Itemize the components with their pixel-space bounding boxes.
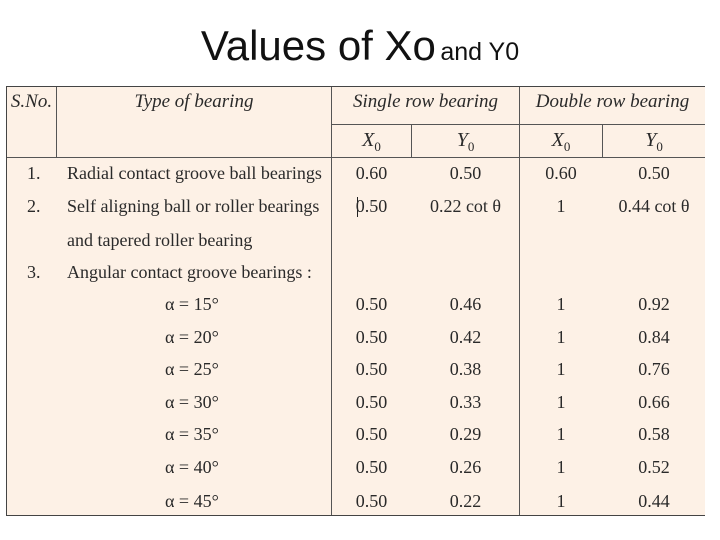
row-2-x0-double: 1 <box>556 196 566 216</box>
angle-15-y0-single: 0.46 <box>449 294 482 314</box>
angle-25-x0-double: 1 <box>556 359 566 379</box>
angle-35-x0-double: 1 <box>556 424 566 444</box>
grid-line <box>331 124 705 125</box>
row-2-y0-single: 0.22 cot θ <box>429 196 502 216</box>
text-cursor <box>357 197 358 217</box>
angle-20-y0-single: 0.42 <box>449 327 482 347</box>
angle-45-x0-double: 1 <box>556 491 566 511</box>
angle-35-x0-single: 0.50 <box>355 424 388 444</box>
angle-25-y0-double: 0.76 <box>638 359 670 379</box>
title-main: Values of Xo <box>200 22 436 69</box>
header-double-row: Double row bearing <box>535 91 690 112</box>
angle-45-label: α = 45° <box>165 491 219 511</box>
grid-line <box>56 87 57 157</box>
angle-45-y0-single: 0.22 <box>449 491 482 511</box>
angle-15-label: α = 15° <box>165 294 219 314</box>
angle-35-y0-single: 0.29 <box>449 424 482 444</box>
angle-40-y0-double: 0.52 <box>638 457 670 477</box>
row-3-type: Angular contact groove bearings : <box>67 262 312 282</box>
row-2-y0-double: 0.44 cot θ <box>618 196 690 216</box>
angle-20-label: α = 20° <box>165 327 219 347</box>
grid-line <box>519 87 520 515</box>
angle-35-label: α = 35° <box>165 424 219 444</box>
angle-30-x0-single: 0.50 <box>355 392 388 412</box>
angle-20-x0-single: 0.50 <box>355 327 388 347</box>
angle-30-x0-double: 1 <box>556 392 566 412</box>
angle-40-label: α = 40° <box>165 457 219 477</box>
angle-20-x0-double: 1 <box>556 327 566 347</box>
header-single-row: Single row bearing <box>353 91 498 112</box>
angle-40-x0-double: 1 <box>556 457 566 477</box>
header-x0-double: X0 <box>551 129 571 154</box>
slide-title: Values of Xo and Y0 <box>0 22 720 70</box>
grid-line <box>7 157 705 158</box>
header-y0-single: Y0 <box>456 129 475 154</box>
row-1-y0-double: 0.50 <box>638 163 670 183</box>
angle-15-x0-double: 1 <box>556 294 566 314</box>
angle-45-x0-single: 0.50 <box>355 491 388 511</box>
header-x0-single: X0 <box>362 129 381 154</box>
row-2-type-continued: and tapered roller bearing <box>67 230 253 250</box>
row-3-sno: 3. <box>27 262 41 282</box>
header-type: Type of bearing <box>134 91 254 112</box>
angle-30-y0-double: 0.66 <box>638 392 670 412</box>
grid-line <box>602 124 603 157</box>
grid-line <box>331 87 332 515</box>
row-2-type: Self aligning ball or roller bearings <box>67 196 320 216</box>
angle-35-y0-double: 0.58 <box>638 424 670 444</box>
angle-25-label: α = 25° <box>165 359 219 379</box>
row-1-type: Radial contact groove ball bearings <box>67 163 322 183</box>
bearing-factors-table: S.No. Type of bearing Single row bearing… <box>6 86 705 516</box>
title-suffix: and Y0 <box>440 38 520 66</box>
row-1-x0-double: 0.60 <box>545 163 577 183</box>
angle-40-y0-single: 0.26 <box>449 457 482 477</box>
row-1-x0-single: 0.60 <box>355 163 388 183</box>
angle-30-label: α = 30° <box>165 392 219 412</box>
row-1-sno: 1. <box>27 163 41 183</box>
angle-25-y0-single: 0.38 <box>449 359 482 379</box>
angle-15-x0-single: 0.50 <box>355 294 388 314</box>
angle-30-y0-single: 0.33 <box>449 392 482 412</box>
row-2-sno: 2. <box>27 196 41 216</box>
row-2-x0-single: 0.50 <box>355 196 388 216</box>
angle-25-x0-single: 0.50 <box>355 359 388 379</box>
header-y0-double: Y0 <box>645 129 663 154</box>
grid-line <box>411 124 412 157</box>
angle-15-y0-double: 0.92 <box>638 294 670 314</box>
angle-40-x0-single: 0.50 <box>355 457 388 477</box>
angle-20-y0-double: 0.84 <box>638 327 670 347</box>
row-1-y0-single: 0.50 <box>449 163 482 183</box>
header-sno: S.No. <box>10 91 53 112</box>
angle-45-y0-double: 0.44 <box>638 491 670 511</box>
